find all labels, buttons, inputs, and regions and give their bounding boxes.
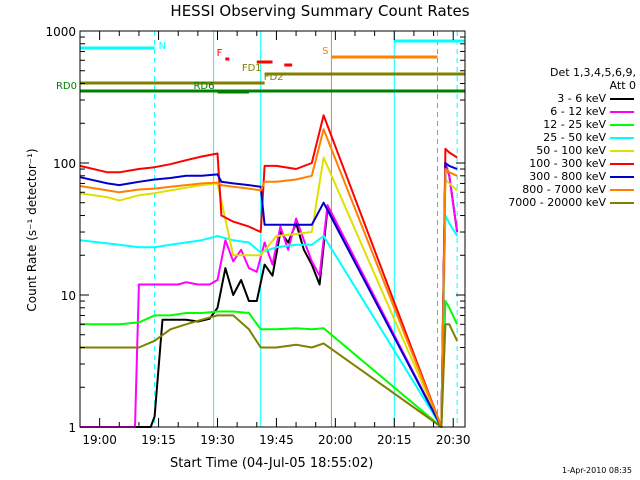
series-line-1 bbox=[80, 162, 459, 428]
x-tick-label-1: 19:15 bbox=[141, 433, 176, 447]
series-line-7 bbox=[79, 128, 458, 428]
timestamp: 1-Apr-2010 08:35 bbox=[562, 466, 632, 475]
legend-entry: 6 - 12 keV bbox=[478, 105, 636, 118]
x-tick-label-0: 19:00 bbox=[82, 433, 117, 447]
y-tick-label-1: 10 bbox=[61, 289, 76, 303]
legend-entry: 300 - 800 keV bbox=[478, 170, 636, 183]
legend-label: 25 - 50 keV bbox=[543, 131, 606, 144]
legend-label: 7000 - 20000 keV bbox=[508, 196, 606, 209]
flag-label-3: F bbox=[217, 48, 223, 59]
flag-label-2: S bbox=[322, 46, 328, 57]
legend-entry: 3 - 6 keV bbox=[478, 92, 636, 105]
flag-label-7: FD2 bbox=[264, 72, 284, 83]
legend-header-attenuator: Att 0 bbox=[609, 79, 636, 92]
series-line-4 bbox=[79, 156, 458, 428]
legend-label: 6 - 12 keV bbox=[550, 105, 606, 118]
legend-swatch bbox=[610, 98, 634, 100]
flag-label-9: RD6 bbox=[193, 81, 214, 92]
series-line-5 bbox=[79, 114, 458, 428]
legend-label: 3 - 6 keV bbox=[557, 92, 606, 105]
legend-label: 12 - 25 keV bbox=[543, 118, 606, 131]
legend-label: 800 - 7000 keV bbox=[522, 183, 606, 196]
legend-entry: 800 - 7000 keV bbox=[478, 183, 636, 196]
flag-label-8: RD0 bbox=[56, 81, 77, 92]
legend-header-detectors: Det 1,3,4,5,6,9, bbox=[549, 66, 636, 79]
legend-label: 100 - 300 keV bbox=[529, 157, 606, 170]
legend-entry: 25 - 50 keV bbox=[478, 131, 636, 144]
legend-swatch bbox=[610, 124, 634, 126]
flag-label-0: N bbox=[159, 41, 166, 52]
legend-swatch bbox=[610, 189, 634, 191]
y-axis-label: Count Rate (s⁻¹ detector⁻¹) bbox=[25, 148, 39, 311]
legend-swatch bbox=[610, 202, 634, 204]
x-tick-label-4: 20:00 bbox=[318, 433, 353, 447]
y-tick-label-0: 1 bbox=[68, 421, 76, 435]
flag-label-6: FD1 bbox=[242, 63, 262, 74]
legend-swatch bbox=[610, 111, 634, 113]
series-line-6 bbox=[79, 162, 458, 428]
x-axis-label: Start Time (04-Jul-05 18:55:02) bbox=[170, 456, 374, 471]
x-tick-label-3: 19:45 bbox=[259, 433, 294, 447]
x-tick-label-5: 20:15 bbox=[377, 433, 412, 447]
x-tick-label-2: 19:30 bbox=[200, 433, 235, 447]
legend-label: 300 - 800 keV bbox=[529, 170, 606, 183]
legend-swatch bbox=[610, 176, 634, 178]
legend-swatch bbox=[610, 163, 634, 165]
plot-frame bbox=[79, 30, 466, 428]
x-tick-label-6: 20:30 bbox=[436, 433, 471, 447]
y-tick-label-3: 1000 bbox=[45, 25, 76, 39]
legend: Det 1,3,4,5,6,9, Att 0 3 - 6 keV 6 - 12 k… bbox=[478, 66, 636, 209]
legend-swatch bbox=[610, 150, 634, 152]
legend-swatch bbox=[610, 137, 634, 139]
legend-entry: 100 - 300 keV bbox=[478, 157, 636, 170]
legend-entry: 12 - 25 keV bbox=[478, 118, 636, 131]
legend-entry: 50 - 100 keV bbox=[478, 144, 636, 157]
y-tick-label-2: 100 bbox=[53, 157, 76, 171]
chart-title: HESSI Observing Summary Count Rates bbox=[170, 2, 470, 20]
legend-label: 50 - 100 keV bbox=[536, 144, 606, 157]
legend-entry: 7000 - 20000 keV bbox=[478, 196, 636, 209]
